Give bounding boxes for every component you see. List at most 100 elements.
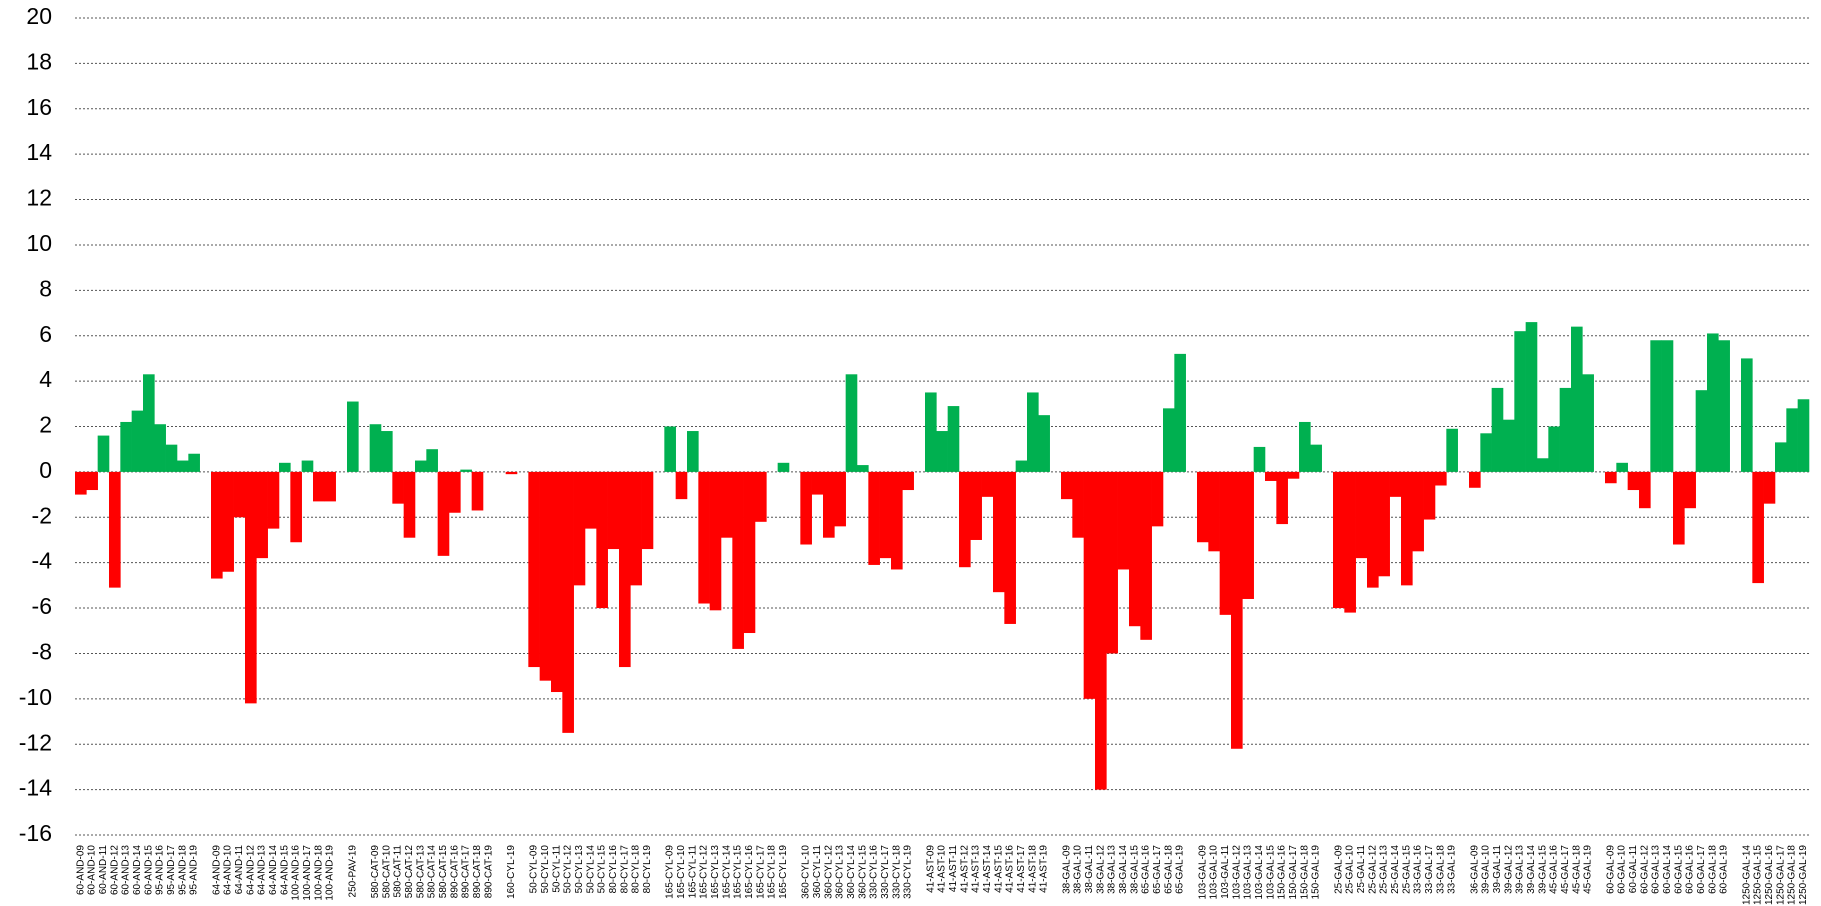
x-tick-label: 360-CYL-13 bbox=[835, 845, 846, 899]
y-tick-label: 10 bbox=[26, 230, 52, 256]
x-tick-label: 165-CYL-12 bbox=[699, 845, 710, 899]
x-tick-label: 50-CYL-11 bbox=[551, 845, 562, 893]
bar bbox=[857, 465, 869, 472]
x-tick-label: 60-GAL-11 bbox=[1628, 845, 1639, 894]
x-tick-label: 41-AST-12 bbox=[959, 845, 970, 893]
bar bbox=[585, 471, 597, 529]
bar bbox=[800, 471, 812, 545]
bar bbox=[1412, 471, 1424, 552]
x-tick-label: 165-CYL-13 bbox=[710, 845, 721, 899]
x-tick-label: 38-GAL-09 bbox=[1061, 845, 1072, 894]
x-tick-label: 41-AST-14 bbox=[982, 845, 993, 893]
bar bbox=[879, 471, 892, 559]
x-tick-label: 890-CAT-17 bbox=[461, 845, 472, 899]
bar bbox=[1231, 471, 1243, 749]
bar bbox=[1775, 442, 1787, 472]
bar bbox=[131, 410, 144, 472]
x-tick-label: 103-GAL-10 bbox=[1209, 845, 1220, 900]
x-tick-label: 165-CYL-14 bbox=[721, 845, 732, 899]
bar bbox=[1582, 374, 1594, 472]
x-tick-label: 165-CYL-17 bbox=[755, 845, 766, 899]
bar bbox=[1276, 471, 1288, 525]
y-tick-label: 8 bbox=[39, 275, 52, 301]
x-tick-label: 95-AND-19 bbox=[189, 845, 200, 895]
x-tick-label: 38-GAL-12 bbox=[1095, 845, 1106, 894]
bar bbox=[1208, 471, 1220, 552]
x-tick-label: 60-AND-15 bbox=[143, 845, 154, 895]
bar bbox=[267, 471, 280, 529]
bar bbox=[970, 471, 982, 540]
bar bbox=[233, 471, 246, 518]
bar bbox=[845, 374, 858, 472]
bar bbox=[1525, 322, 1538, 472]
x-tick-label: 580-CAT-10 bbox=[381, 845, 392, 899]
bar bbox=[1661, 340, 1674, 472]
y-tick-label: 12 bbox=[26, 185, 52, 211]
x-tick-label: 50-CYL-15 bbox=[597, 845, 608, 894]
x-tick-label: 60-GAL-14 bbox=[1662, 845, 1673, 894]
bar bbox=[891, 471, 903, 570]
bar bbox=[1061, 471, 1073, 500]
x-tick-label: 103-GAL-11 bbox=[1220, 845, 1231, 899]
x-tick-label: 150-GAL-19 bbox=[1311, 845, 1322, 900]
x-tick-label: 41-AST-13 bbox=[971, 845, 982, 893]
x-tick-label: 360-CYL-11 bbox=[812, 845, 823, 899]
x-tick-label: 165-CYL-09 bbox=[665, 845, 676, 899]
x-tick-label: 150-GAL-18 bbox=[1299, 845, 1310, 900]
bar bbox=[1253, 446, 1266, 472]
bar bbox=[1401, 471, 1413, 586]
bar bbox=[1027, 392, 1039, 472]
bar bbox=[279, 462, 291, 472]
bar bbox=[1004, 471, 1016, 624]
bar bbox=[675, 471, 688, 500]
y-tick-label: -12 bbox=[19, 729, 52, 755]
bar bbox=[1095, 471, 1107, 790]
x-tick-label: 25-GAL-11 bbox=[1356, 845, 1367, 894]
bar bbox=[630, 471, 642, 586]
x-tick-label: 39-GAL-12 bbox=[1503, 845, 1514, 894]
x-tick-label: 165-CYL-11 bbox=[687, 845, 698, 899]
bar bbox=[1480, 433, 1492, 472]
y-tick-label: 4 bbox=[39, 366, 52, 392]
x-tick-label: 360-CYL-10 bbox=[801, 845, 812, 899]
x-tick-label: 50-CYL-14 bbox=[585, 845, 596, 894]
x-tick-label: 165-CYL-19 bbox=[778, 845, 789, 899]
bar bbox=[1741, 358, 1753, 472]
bar bbox=[1752, 471, 1764, 584]
bar bbox=[1117, 471, 1130, 570]
bar bbox=[1174, 353, 1186, 472]
bar bbox=[823, 471, 835, 538]
x-tick-label: 38-GAL-11 bbox=[1084, 845, 1095, 894]
bar bbox=[1650, 340, 1662, 472]
x-tick-label: 60-GAL-16 bbox=[1685, 845, 1696, 894]
y-tick-label: 6 bbox=[39, 321, 52, 347]
bar bbox=[381, 431, 393, 472]
bar bbox=[449, 471, 461, 513]
x-tick-label: 330-CYL-19 bbox=[903, 845, 914, 899]
bar bbox=[902, 471, 914, 491]
y-tick-label: 20 bbox=[26, 3, 52, 29]
y-tick-label: 16 bbox=[26, 94, 52, 120]
bar bbox=[471, 471, 484, 511]
bar bbox=[97, 435, 110, 472]
bar bbox=[1537, 458, 1549, 472]
x-tick-label: 165-CYL-10 bbox=[676, 845, 687, 899]
x-tick-label: 45-GAL-16 bbox=[1549, 845, 1560, 894]
bar bbox=[1072, 471, 1084, 538]
x-tick-label: 60-AND-09 bbox=[75, 845, 86, 895]
x-tick-label: 60-GAL-13 bbox=[1651, 845, 1662, 894]
x-tick-label: 360-CYL-12 bbox=[823, 845, 834, 899]
bar bbox=[947, 406, 960, 472]
x-tick-label: 60-AND-10 bbox=[87, 845, 98, 895]
x-tick-label: 890-CAT-18 bbox=[472, 845, 483, 899]
y-tick-label: 0 bbox=[39, 457, 52, 483]
x-tick-label: 39-GAL-10 bbox=[1481, 845, 1492, 894]
bar bbox=[1015, 460, 1028, 472]
x-tick-label: 150-GAL-16 bbox=[1277, 845, 1288, 900]
x-tick-label: 65-GAL-18 bbox=[1163, 845, 1174, 894]
x-tick-label: 165-CYL-18 bbox=[767, 845, 778, 899]
x-tick-label: 580-CAT-12 bbox=[404, 845, 415, 899]
bar bbox=[256, 471, 268, 559]
bar bbox=[313, 471, 325, 502]
bar bbox=[369, 424, 382, 472]
